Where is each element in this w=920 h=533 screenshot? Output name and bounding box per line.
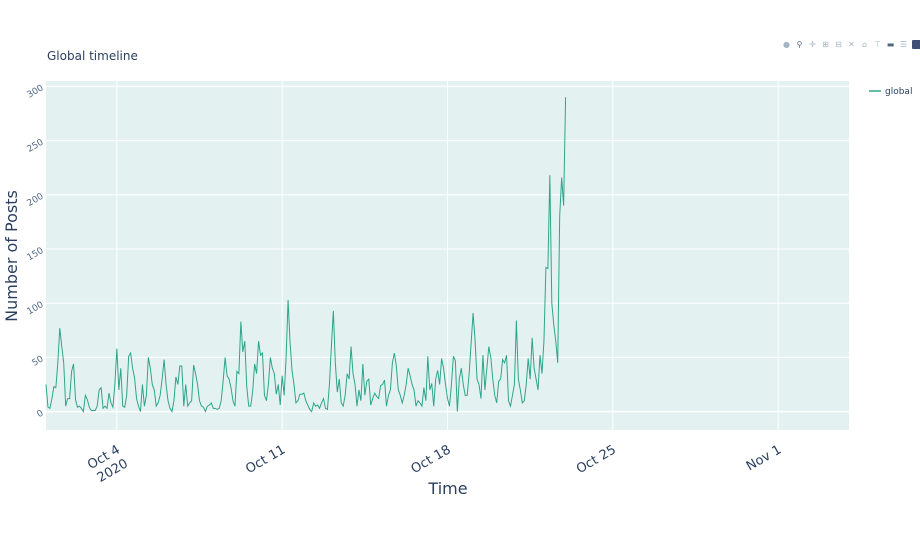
x-axis-label: Time [427, 479, 467, 498]
chart-title: Global timeline [47, 49, 138, 63]
spike-lines-icon[interactable]: ⊤ [874, 39, 881, 49]
reset-axes-icon[interactable]: ⌂ [861, 39, 868, 49]
y-tick-label: 300 [26, 83, 46, 100]
y-axis-label: Number of Posts [2, 190, 21, 322]
legend-label-global: global [885, 87, 912, 97]
x-tick: Nov 1 [744, 442, 784, 474]
pan-icon[interactable]: ✛ [809, 39, 816, 49]
plotly-logo-icon[interactable] [912, 39, 920, 49]
x-tick-label: Oct 18 [409, 442, 454, 477]
y-tick-label: 150 [26, 246, 46, 263]
y-tick-label: 50 [31, 354, 46, 369]
y-tick-label: 250 [26, 137, 46, 154]
autoscale-icon[interactable]: ✕ [848, 39, 855, 49]
y-tick-labels: 0 50 100 150 200 250 300 [26, 83, 46, 420]
camera-icon[interactable]: ● [783, 39, 790, 49]
zoom-icon[interactable]: ⚲ [796, 39, 803, 49]
x-tick: Oct 11 [243, 442, 288, 477]
y-tick-label: 200 [26, 192, 46, 209]
x-tick: Oct 25 [574, 442, 619, 477]
hover-closest-icon[interactable]: ▬ [886, 39, 895, 49]
zoom-in-icon[interactable]: ⊞ [822, 39, 829, 49]
legend[interactable]: global [869, 87, 912, 97]
grid-lines [46, 81, 849, 430]
zoom-out-icon[interactable]: ⊟ [835, 39, 842, 49]
x-tick-label: Oct 25 [574, 442, 619, 477]
x-tick-label: Oct 11 [243, 442, 288, 477]
modebar: ● ⚲ ✛ ⊞ ⊟ ✕ ⌂ ⊤ ▬ ☰ [782, 38, 920, 50]
x-tick: Oct 18 [409, 442, 454, 477]
series-line-global[interactable] [45, 97, 567, 414]
x-tick-label: Nov 1 [744, 442, 784, 474]
y-tick-label: 0 [36, 408, 46, 420]
hover-compare-icon[interactable]: ☰ [899, 39, 908, 49]
y-tick-label: 100 [26, 300, 46, 317]
